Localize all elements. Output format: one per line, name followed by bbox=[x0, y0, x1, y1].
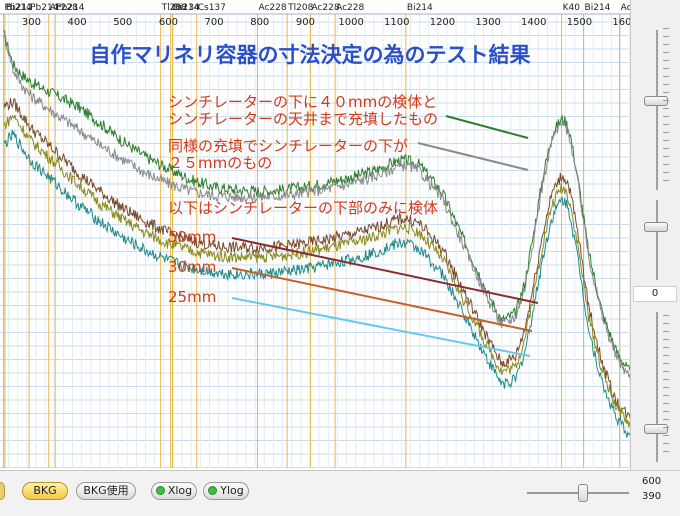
upper-slider-ticks bbox=[663, 28, 669, 188]
annotation-text: 同様の充填でシンチレーターの下が bbox=[168, 137, 408, 155]
series-line bbox=[3, 97, 630, 420]
middle-vertical-slider-thumb[interactable] bbox=[644, 222, 668, 232]
spectrum-plot: Bi214 Pb212 Pb214 Ac228 Pb214 Tl208 Bi214 Cs137… bbox=[0, 3, 630, 468]
leader-line-layer bbox=[231, 115, 539, 357]
right-control-panel bbox=[630, 0, 680, 470]
grid-layer bbox=[0, 14, 630, 468]
x-tick-label: 700 bbox=[205, 17, 224, 28]
peak-marker-label: Ac228 bbox=[621, 3, 630, 13]
x-tick-label: 1000 bbox=[338, 17, 363, 28]
x-tick-label: 600 bbox=[159, 17, 178, 28]
ylog-button[interactable]: Ylog bbox=[203, 482, 249, 500]
annotation-text: 以下はシンチレーターの下部のみに検体 bbox=[168, 199, 438, 217]
peak-marker-label: Ac228 bbox=[50, 3, 78, 13]
peak-marker-label: Ac228 bbox=[258, 3, 286, 13]
x-tick-label: 300 bbox=[22, 17, 41, 28]
ylog-indicator-icon bbox=[208, 486, 218, 495]
value-600: 600 bbox=[642, 476, 662, 487]
lower-vertical-slider-track[interactable] bbox=[656, 312, 658, 462]
leader-line bbox=[445, 115, 529, 139]
ylog-label: Ylog bbox=[220, 484, 244, 497]
xlog-indicator-icon bbox=[155, 486, 165, 495]
annotation-layer: シンチレーターの下に４０mmの検体とシンチレーターの天井まで充填したもの同様の充… bbox=[168, 93, 438, 306]
x-tick-label: 1600 bbox=[612, 17, 630, 28]
x-tick-label: 400 bbox=[68, 17, 87, 28]
leader-line bbox=[231, 297, 531, 357]
peak-marker-label: Pb214 bbox=[30, 3, 59, 13]
annotation-text: シンチレーターの天井まで充填したもの bbox=[168, 110, 438, 128]
peak-marker-label: Bi214 bbox=[407, 3, 433, 13]
peak-marker-label: Pb214 bbox=[56, 3, 85, 13]
peak-marker-label: Bi214 bbox=[585, 3, 611, 13]
x-tick-label: 1400 bbox=[521, 17, 546, 28]
peak-marker-label: K40 bbox=[563, 3, 581, 13]
upper-vertical-slider-thumb[interactable] bbox=[644, 96, 668, 106]
horizontal-slider-ticks bbox=[527, 478, 629, 482]
annotation-text: 50mm bbox=[168, 228, 216, 246]
peak-marker-label: Pb212 bbox=[5, 3, 33, 13]
series-line bbox=[3, 129, 630, 438]
x-tick-label: 900 bbox=[296, 17, 315, 28]
series-layer bbox=[3, 30, 630, 438]
peak-marker-label: Cs134 bbox=[172, 3, 200, 13]
lower-slider-ticks bbox=[663, 315, 669, 459]
series-line bbox=[3, 33, 630, 382]
middle-vertical-slider-track[interactable] bbox=[656, 200, 658, 280]
zero-value-box[interactable]: 0 bbox=[633, 286, 677, 302]
peak-marker-label: Tl208 bbox=[287, 3, 313, 13]
annotation-text: シンチレーターの下に４０mmの検体と bbox=[168, 93, 437, 111]
upper-vertical-slider-track[interactable] bbox=[656, 30, 658, 190]
peak-marker-label: Ac228 bbox=[336, 3, 364, 13]
peak-marker-label: Bi214 bbox=[6, 3, 32, 13]
peak-marker-label: Tl208 bbox=[161, 3, 187, 13]
peak-marker-label: Ac228 bbox=[311, 3, 339, 13]
x-tick-label: 1300 bbox=[475, 17, 500, 28]
leader-line bbox=[231, 267, 533, 332]
x-tick-label: 1500 bbox=[567, 17, 592, 28]
x-tick-label: 1100 bbox=[384, 17, 409, 28]
leader-line bbox=[231, 237, 539, 304]
partial-left-button[interactable] bbox=[0, 482, 5, 500]
peak-marker-label: Bi214 bbox=[174, 3, 200, 13]
annotation-text: 30mm bbox=[168, 258, 216, 276]
x-tick-label: 800 bbox=[250, 17, 269, 28]
bkg-use-button[interactable]: BKG使用 bbox=[76, 482, 136, 500]
leader-line bbox=[417, 142, 529, 171]
xlog-label: Xlog bbox=[167, 484, 193, 497]
annotation-text: 25mm bbox=[168, 288, 216, 306]
horizontal-slider-thumb[interactable] bbox=[578, 484, 588, 502]
bkg-button[interactable]: BKG bbox=[22, 482, 68, 500]
annotation-text: ２５mmのもの bbox=[168, 154, 272, 172]
x-tick-label: 1200 bbox=[430, 17, 455, 28]
x-tick-layer: 300 400 500 600 700 800 900 1000 1100 1200 1300 140… bbox=[0, 13, 630, 28]
series-line bbox=[3, 114, 630, 428]
x-tick-label: 500 bbox=[113, 17, 132, 28]
value-390: 390 bbox=[642, 491, 662, 502]
peak-marker-label: Cs137 bbox=[198, 3, 226, 13]
xlog-button[interactable]: Xlog bbox=[151, 482, 197, 500]
lower-vertical-slider-thumb[interactable] bbox=[644, 424, 668, 434]
chart-title: 自作マリネリ容器の寸法決定の為のテスト結果 bbox=[90, 42, 531, 67]
